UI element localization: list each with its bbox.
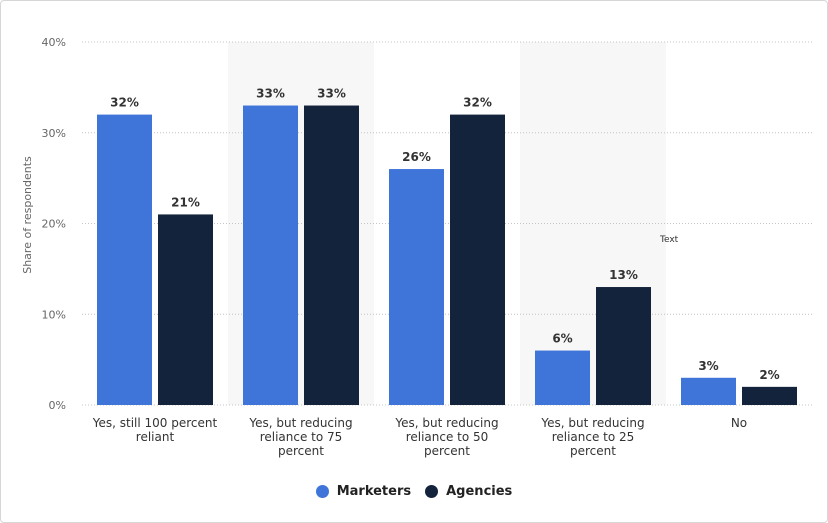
category-label-0: Yes, still 100 percent reliant — [92, 416, 218, 444]
y-tick-label: 20% — [42, 218, 66, 231]
legend-item-marketers[interactable]: Marketers — [315, 484, 412, 499]
bar-agencies-1[interactable] — [304, 105, 359, 406]
data-label-marketers-0: 32% — [110, 96, 139, 110]
x-axis-labels: Yes, still 100 percent reliant Yes, but re… — [92, 416, 747, 458]
bar-marketers-0[interactable] — [97, 114, 152, 405]
y-tick-label: 10% — [42, 308, 66, 321]
bar-agencies-2[interactable] — [450, 114, 505, 405]
legend-label-agencies: Agencies — [446, 484, 513, 499]
legend-swatch-agencies — [425, 485, 439, 498]
legend-item-agencies[interactable]: Agencies — [425, 484, 512, 499]
legend-label-marketers: Marketers — [336, 484, 412, 499]
bar-marketers-2[interactable] — [389, 169, 444, 405]
legend-swatch-marketers — [315, 485, 329, 498]
bar-agencies-3[interactable] — [596, 287, 651, 405]
data-label-agencies-2: 32% — [463, 96, 492, 110]
data-label-agencies-0: 21% — [171, 195, 200, 209]
data-labels: 32% 21% 33% 33% 26% 32% 6% 13% 3% 2% — [110, 87, 780, 382]
y-tick-label: 40% — [42, 36, 66, 49]
y-axis-ticks: 0% 10% 20% 30% 40% — [42, 36, 66, 412]
data-label-marketers-3: 6% — [552, 332, 572, 346]
y-tick-label: 30% — [42, 127, 66, 140]
legend: Marketers Agencies — [0, 484, 828, 499]
category-label-1: Yes, but reducing reliance to 75 percent — [248, 416, 352, 458]
category-label-4: No — [731, 416, 747, 430]
data-label-agencies-4: 2% — [759, 368, 779, 382]
data-label-marketers-4: 3% — [698, 359, 718, 373]
bar-marketers-3[interactable] — [535, 350, 590, 405]
bar-marketers-1[interactable] — [243, 105, 298, 406]
y-axis-title: Share of respondents — [21, 156, 34, 274]
bar-chart: 0% 10% 20% 30% 40% 32% 21% 33% 33% 26% 32% 6% 13% 3%… — [21, 36, 812, 458]
data-label-agencies-1: 33% — [317, 87, 346, 101]
category-label-3: Yes, but reducing reliance to 25 percent — [540, 416, 644, 458]
bar-agencies-4[interactable] — [742, 386, 797, 405]
bar-agencies-0[interactable] — [158, 214, 213, 405]
bars — [97, 105, 797, 406]
annotation-text: Text — [659, 235, 679, 245]
y-tick-label: 0% — [49, 399, 66, 412]
category-label-2: Yes, but reducing reliance to 50 percent — [394, 416, 498, 458]
data-label-marketers-2: 26% — [402, 150, 431, 164]
data-label-agencies-3: 13% — [609, 268, 638, 282]
bar-marketers-4[interactable] — [681, 377, 736, 405]
data-label-marketers-1: 33% — [256, 87, 285, 101]
